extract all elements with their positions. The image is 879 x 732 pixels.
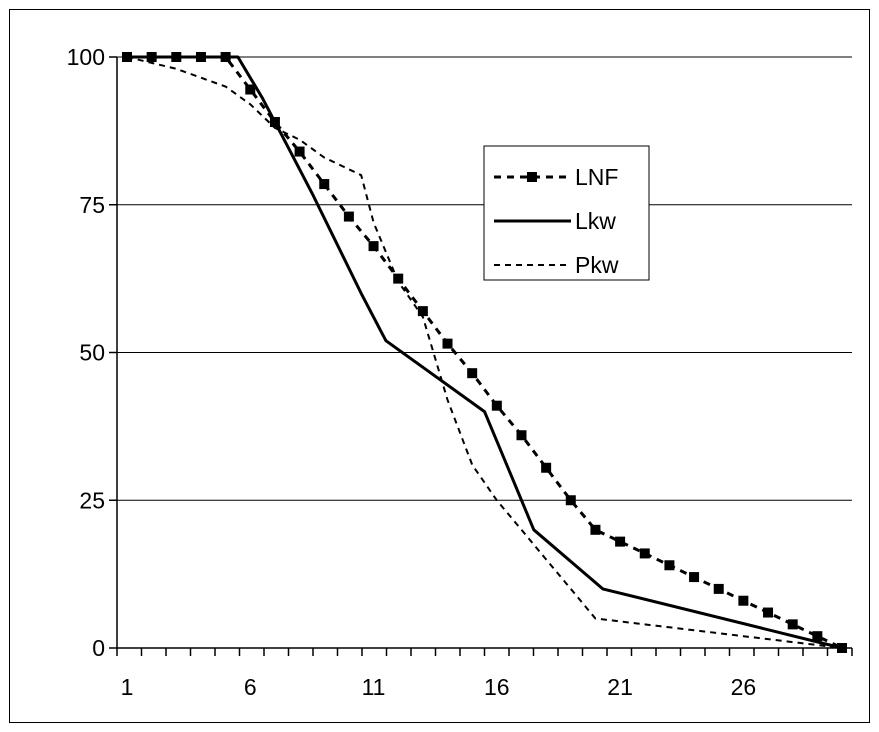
series-lnf-point-23	[664, 560, 675, 571]
legend-label-lnf: LNF	[575, 164, 618, 190]
series-lnf-point-22	[639, 548, 650, 559]
series-lnf-point-24	[689, 572, 700, 583]
series-pkw	[126, 56, 843, 649]
series-lnf-point-20	[590, 524, 601, 535]
series-lnf-point-12	[393, 273, 404, 284]
legend: LNF Lkw Pkw	[483, 145, 650, 281]
series-lnf-point-17	[516, 430, 527, 441]
y-tick-label-25: 25	[79, 487, 105, 513]
x-tick-label-21: 21	[607, 674, 633, 700]
x-tick-label-26: 26	[731, 674, 757, 700]
y-tick-labels: 0 25 50 75 100	[67, 44, 105, 661]
series-lnf-point-6	[245, 84, 256, 95]
series-lnf-point-29	[812, 631, 823, 642]
y-tick-label-100: 100	[67, 44, 105, 70]
x-tick-labels: 1 6 11 16 21 26	[121, 674, 757, 700]
x-tick-label-1: 1	[121, 674, 134, 700]
series-lnf-point-25	[713, 583, 724, 594]
series-lnf-point-28	[787, 619, 798, 630]
series-lnf-point-10	[343, 211, 354, 222]
legend-label-lkw: Lkw	[575, 208, 616, 234]
y-tick-label-0: 0	[92, 635, 105, 661]
series-lkw-line	[127, 55, 843, 650]
chart-frame: 0 25 50 75 100 1 6 11 16 21 26 LNF Lkw Pkw	[9, 9, 870, 723]
series-lnf-point-8	[294, 146, 305, 157]
x-tick-label-16: 16	[484, 674, 510, 700]
series-lnf-point-16	[491, 400, 502, 411]
series-lnf-point-11	[368, 241, 379, 252]
series-lkw	[127, 55, 843, 650]
series-lnf-point-15	[467, 368, 478, 379]
axes	[109, 56, 853, 656]
series-lnf-line	[127, 55, 843, 650]
series-layer	[122, 52, 847, 653]
series-lnf-point-27	[763, 607, 774, 618]
x-tick-label-6: 6	[244, 674, 257, 700]
series-lnf-point-14	[442, 338, 453, 349]
series-lnf-point-26	[738, 595, 749, 606]
series-lnf-point-21	[615, 536, 626, 547]
legend-label-pkw: Pkw	[575, 252, 619, 278]
series-lnf-point-19	[565, 495, 576, 506]
legend-marker-lnf	[527, 172, 537, 182]
series-lnf-point-9	[319, 179, 330, 190]
y-tick-label-50: 50	[79, 340, 105, 366]
series-pkw-line	[126, 56, 843, 649]
series-lnf-point-18	[541, 462, 552, 473]
series-lnf-point-13	[417, 306, 428, 317]
legend-box	[483, 145, 650, 281]
x-tick-label-11: 11	[362, 674, 386, 700]
y-tick-label-75: 75	[79, 192, 105, 218]
